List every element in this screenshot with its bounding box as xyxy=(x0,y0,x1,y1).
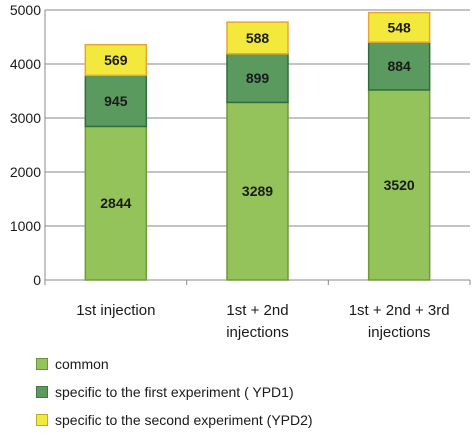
data-label: 884 xyxy=(387,58,411,74)
bar-segment xyxy=(84,43,148,77)
data-label: 3520 xyxy=(384,177,415,193)
data-label: 569 xyxy=(104,52,128,68)
data-label: 548 xyxy=(387,19,411,35)
bar-segment xyxy=(226,21,289,55)
legend-label-ypd2: specific to the second experiment (YPD2) xyxy=(55,412,313,428)
y-tick-label: 3000 xyxy=(10,110,41,126)
bar-segment xyxy=(84,125,148,281)
legend-item-ypd2: specific to the second experiment (YPD2) xyxy=(36,406,313,434)
data-label: 899 xyxy=(246,70,270,86)
data-label: 945 xyxy=(104,93,128,109)
y-tick-label: 5000 xyxy=(10,2,41,18)
legend-item-ypd1: specific to the first experiment ( YPD1) xyxy=(36,378,313,406)
legend-label-common: common xyxy=(55,356,109,372)
y-tick-label: 2000 xyxy=(10,164,41,180)
stacked-bar-chart: 0 1000 2000 3000 4000 5000 2844 945 569 1st injec… xyxy=(10,2,471,341)
x-tick-label: 1st + 2nd xyxy=(226,302,288,319)
data-label: 588 xyxy=(246,30,270,46)
x-tick-label: 1st + 2nd + 3rd xyxy=(349,302,450,319)
data-label: 3289 xyxy=(242,183,273,199)
x-tick-label: 1st injection xyxy=(76,302,155,319)
legend-swatch-ypd2 xyxy=(36,414,48,426)
bar-segment xyxy=(367,89,431,281)
y-tick-label: 4000 xyxy=(10,56,41,72)
legend-item-common: common xyxy=(36,350,313,378)
bar-segment xyxy=(226,53,289,104)
bar-segment xyxy=(367,11,431,43)
legend-label-ypd1: specific to the first experiment ( YPD1) xyxy=(55,384,294,400)
legend: common specific to the first experiment … xyxy=(36,350,313,434)
legend-swatch-ypd1 xyxy=(36,386,48,398)
legend-swatch-common xyxy=(36,358,48,370)
data-label: 2844 xyxy=(100,195,131,211)
bar-segment xyxy=(367,41,431,91)
x-tick-label: injections xyxy=(368,324,431,341)
y-tick-label: 1000 xyxy=(10,218,41,234)
x-tick-label: injections xyxy=(226,324,289,341)
y-tick-label: 0 xyxy=(33,272,41,288)
